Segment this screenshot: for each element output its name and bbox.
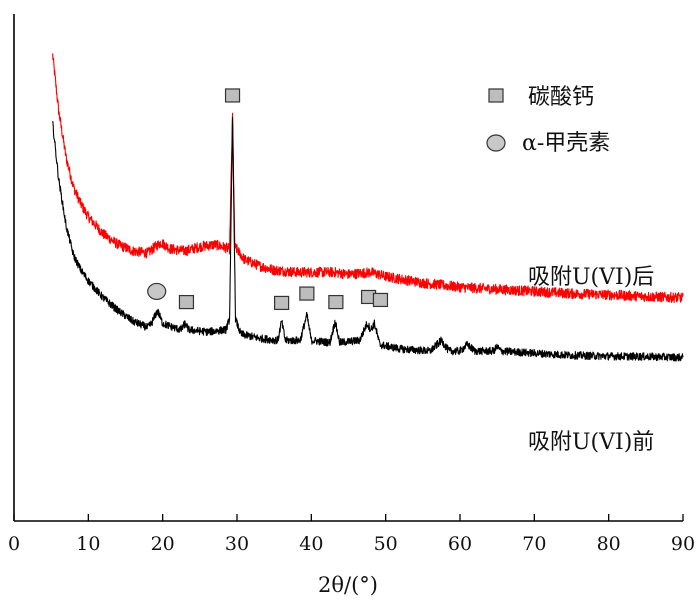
x-tick-label: 0	[8, 533, 20, 555]
legend-square-marker	[488, 88, 504, 103]
calcium-carbonate-peak-marker	[274, 295, 290, 311]
plot-area	[13, 14, 683, 522]
alpha-chitin-peak-marker	[147, 282, 167, 301]
calcium-carbonate-peak-marker	[299, 286, 315, 301]
calcium-carbonate-peak-marker	[224, 88, 241, 103]
legend-label-calcium-carbonate: 碳酸钙	[528, 85, 594, 110]
peak-marker-layer	[147, 88, 389, 311]
series-line-after	[52, 53, 684, 304]
calcium-carbonate-peak-marker	[372, 292, 389, 308]
series-line-before	[52, 117, 684, 362]
x-tick-label: 50	[374, 533, 398, 555]
calcium-carbonate-peak-marker	[178, 294, 195, 310]
series-label-before: 吸附U(VI)前	[528, 430, 654, 455]
x-tick-layer: 0 10 20 30 40 50 60 70 80 90	[8, 514, 695, 555]
series-layer	[52, 53, 684, 362]
legend: 碳酸钙 α-甲壳素	[486, 85, 610, 156]
x-tick-label: 10	[76, 533, 100, 555]
x-tick-label: 60	[448, 533, 472, 555]
x-tick-label: 40	[299, 533, 323, 555]
series-label-after: 吸附U(VI)后	[528, 265, 654, 290]
x-tick-label: 90	[671, 533, 695, 555]
x-tick-label: 30	[225, 533, 249, 555]
legend-ellipse-marker	[486, 134, 506, 152]
x-axis-title: 2θ/(°)	[318, 573, 378, 597]
calcium-carbonate-peak-marker	[328, 294, 344, 310]
x-tick-label: 20	[151, 533, 175, 555]
legend-label-alpha-chitin: α-甲壳素	[522, 131, 610, 156]
x-tick-label: 80	[597, 533, 621, 555]
x-tick-label: 70	[522, 533, 546, 555]
